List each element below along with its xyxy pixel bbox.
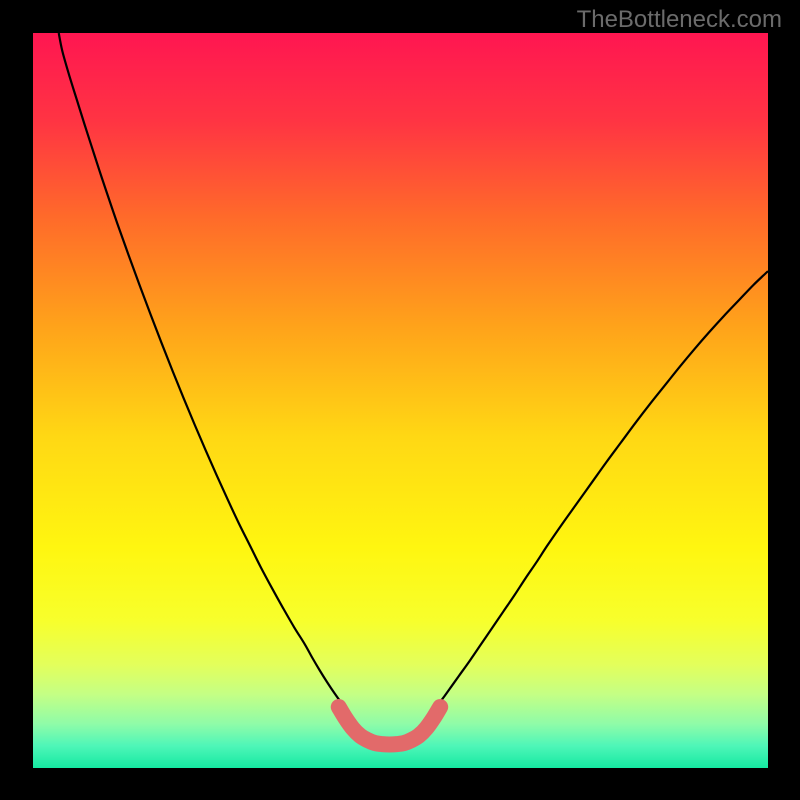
curve-bottom-arc	[339, 707, 440, 744]
curve-left-curve	[59, 33, 355, 720]
curves-layer	[33, 33, 768, 768]
attribution-watermark: TheBottleneck.com	[577, 6, 782, 34]
curve-right-curve	[424, 271, 768, 720]
chart-frame: TheBottleneck.com	[0, 0, 800, 800]
plot-area	[33, 33, 768, 768]
